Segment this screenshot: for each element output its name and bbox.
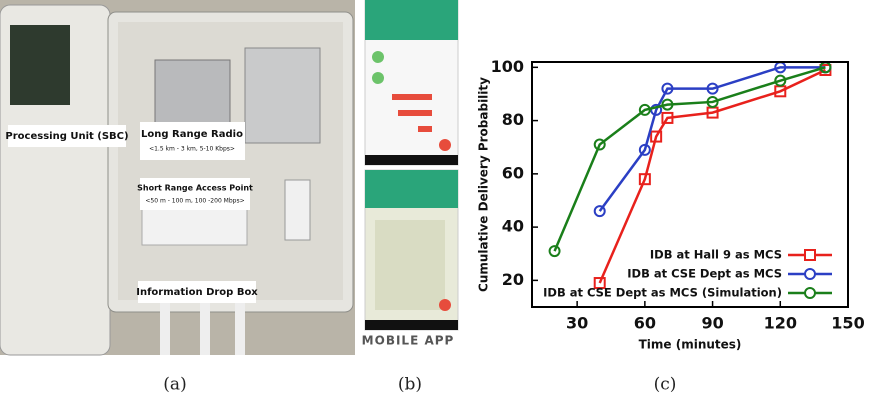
x-tick-label: 150 [831, 314, 864, 333]
x-tick-label: 120 [764, 314, 797, 333]
sbc-board [10, 25, 70, 105]
photo-sublabel: <50 m - 100 m, 100 -200 Mbps> [145, 198, 244, 205]
post [160, 300, 170, 355]
avatar [372, 72, 384, 84]
photo-label: Processing Unit (SBC) [5, 131, 128, 142]
app-caption: MOBILE APP [362, 334, 455, 348]
legend-marker [805, 288, 815, 298]
y-tick-label: 20 [502, 270, 524, 289]
app-header [365, 0, 458, 40]
label-box [140, 122, 245, 160]
x-tick-label: 30 [566, 314, 588, 333]
photo-label: Information Drop Box [136, 287, 258, 298]
legend-label: IDB at CSE Dept as MCS (Simulation) [543, 286, 782, 300]
legend-label: IDB at Hall 9 as MCS [650, 248, 782, 262]
series-line [600, 67, 826, 211]
message [392, 94, 432, 100]
power-supply [245, 48, 320, 143]
legend-label: IDB at CSE Dept as MCS [627, 267, 782, 281]
panel-label: (a) [163, 375, 186, 395]
y-axis-label: Cumulative Delivery Probability [477, 77, 491, 292]
y-tick-label: 100 [491, 57, 524, 76]
photo-label: Short Range Access Point [137, 184, 253, 193]
y-tick-label: 80 [502, 110, 524, 129]
x-tick-label: 90 [701, 314, 723, 333]
nav-bar [365, 320, 458, 330]
fab [439, 299, 451, 311]
message [398, 110, 432, 116]
panel-label: (c) [654, 375, 677, 395]
app-header [365, 170, 458, 208]
post [200, 300, 210, 355]
radio [155, 60, 230, 130]
legend-marker [805, 250, 815, 260]
y-tick-label: 40 [502, 217, 524, 236]
avatar [372, 51, 384, 63]
x-axis-label: Time (minutes) [639, 338, 742, 352]
panel-label: (b) [398, 375, 422, 395]
photo: Processing Unit (SBC) Long Range Radio <… [0, 0, 355, 355]
figure: Processing Unit (SBC) Long Range Radio <… [0, 0, 876, 402]
fab [439, 139, 451, 151]
map [375, 220, 445, 310]
chart: 20 40 60 80 100 30 60 90 120 150 Time (minutes) Cum… [477, 57, 865, 352]
photo-sublabel: <1.5 km - 3 km, 5-10 Kbps> [149, 146, 235, 153]
app-screens: MOBILE APP [362, 0, 458, 348]
x-tick-label: 60 [634, 314, 656, 333]
breaker [285, 180, 310, 240]
photo-label: Long Range Radio [141, 129, 243, 140]
nav-bar [365, 155, 458, 165]
legend-marker [805, 269, 815, 279]
post [235, 300, 245, 355]
y-tick-label: 60 [502, 163, 524, 182]
message [418, 126, 432, 132]
